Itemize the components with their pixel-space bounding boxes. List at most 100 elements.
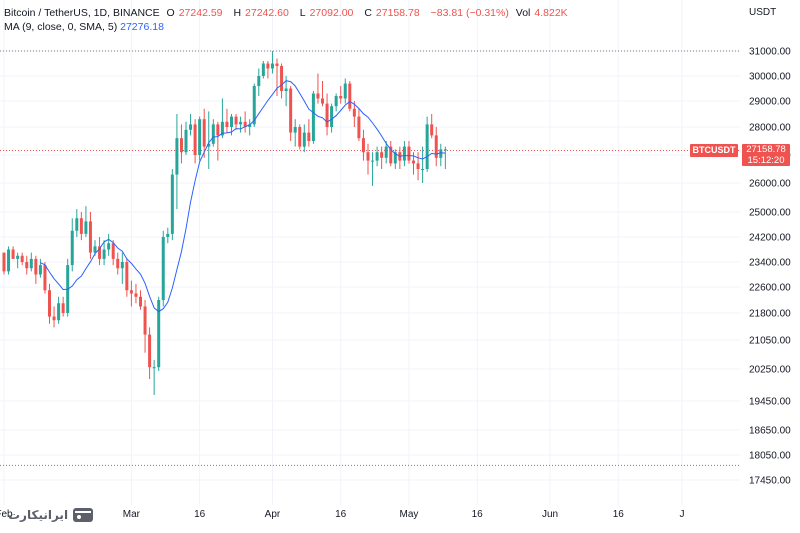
price-axis[interactable]: 17450.00 18050.00 18650.00 19450.00 20250.00…	[749, 47, 791, 487]
candle-body	[293, 127, 297, 133]
candle-body	[302, 132, 306, 147]
y-tick-label: 29000.00	[749, 97, 791, 108]
candle-body	[325, 103, 329, 127]
candle-body	[2, 252, 6, 272]
y-tick-label: 26000.00	[749, 179, 791, 190]
high-label: H	[233, 7, 242, 19]
candle-body	[16, 255, 20, 259]
open-label: O	[166, 7, 175, 19]
candle-body	[230, 116, 233, 127]
currency-label[interactable]: USDT	[749, 7, 777, 18]
candle-body	[425, 124, 429, 169]
ma-polyline	[40, 80, 446, 313]
candle-body	[311, 93, 315, 141]
candle-body	[52, 316, 56, 321]
candle-body	[284, 88, 288, 91]
candle-body	[407, 146, 411, 161]
candle-body	[261, 63, 265, 76]
y-tick-label: 18050.00	[749, 451, 791, 462]
candle-body	[402, 146, 406, 161]
candle-body	[352, 108, 356, 117]
y-tick-label: 28000.00	[749, 123, 791, 134]
x-tick-label: Apr	[265, 509, 281, 520]
y-tick-label: 22600.00	[749, 283, 791, 294]
candle-body	[239, 121, 243, 125]
candle-body	[111, 243, 115, 259]
candle-body	[348, 83, 352, 109]
candle-body	[339, 96, 343, 99]
candle-body	[157, 300, 161, 368]
x-tick-label: Mar	[123, 509, 141, 520]
ma-legend: MA (9, close, 0, SMA, 5) 27276.18	[4, 21, 164, 33]
candle-body	[416, 163, 420, 169]
candle-body	[434, 135, 438, 158]
candle-body	[430, 124, 434, 136]
candle-body	[57, 303, 61, 321]
candle-body	[371, 160, 375, 162]
open-value: 27242.59	[178, 7, 223, 19]
candles	[2, 51, 447, 395]
high-value: 27242.60	[245, 7, 289, 19]
candle-body	[43, 265, 47, 291]
y-tick-label: 23400.00	[749, 258, 791, 269]
x-tick-label: 16	[335, 509, 347, 520]
candle-body	[252, 86, 256, 125]
candle-body	[116, 258, 120, 269]
candle-body	[334, 96, 338, 107]
candle-body	[11, 249, 15, 259]
candle-body	[61, 303, 65, 313]
y-tick-label: 19450.00	[749, 397, 791, 408]
candle-body	[211, 124, 215, 144]
symbol-title[interactable]: Bitcoin / TetherUS, 1D, BINANCE	[4, 7, 160, 19]
candle-body	[129, 290, 133, 294]
ma-label[interactable]: MA (9, close, 0, SMA, 5)	[4, 21, 118, 33]
last-price-value: 27158.78	[746, 144, 786, 155]
candle-body	[102, 249, 106, 259]
candle-body	[189, 124, 193, 130]
x-tick-label: 16	[613, 509, 625, 520]
watermark-logo: ایرانیکارت	[8, 504, 94, 526]
y-tick-label: 21050.00	[749, 336, 791, 347]
moving-average-line	[40, 80, 446, 313]
card-logo-icon	[73, 508, 94, 522]
candle-body	[330, 106, 334, 127]
x-tick-label: Feb	[0, 509, 13, 520]
dotted-levels	[0, 50, 740, 466]
candle-body	[421, 169, 425, 170]
candle-body	[25, 262, 29, 269]
ma-value: 27276.18	[120, 21, 164, 33]
bar-countdown: 15:12:20	[747, 155, 785, 166]
time-axis[interactable]: Feb Mar 16 Apr 16 May 16 Jun 16 J	[0, 509, 684, 520]
candle-body	[384, 146, 388, 158]
candle-body	[357, 116, 361, 139]
candle-body	[143, 306, 147, 335]
candle-body	[298, 127, 302, 147]
low-value: 27092.00	[309, 7, 354, 19]
candle-body	[248, 124, 252, 127]
candle-body	[443, 149, 447, 151]
candle-body	[216, 124, 220, 136]
candle-body	[361, 138, 365, 153]
candle-body	[75, 218, 79, 231]
candle-body	[234, 116, 238, 125]
candle-body	[198, 119, 202, 155]
candle-body	[243, 121, 247, 127]
candle-body	[375, 152, 379, 161]
candle-body	[93, 246, 97, 253]
grid-lines	[0, 0, 740, 505]
candle-body	[316, 93, 320, 99]
close-value: 27158.78	[375, 7, 420, 19]
candle-body	[393, 152, 397, 164]
candle-body	[70, 230, 74, 266]
y-tick-label: 31000.00	[749, 47, 791, 58]
last-price-badge: 27158.78 15:12:20	[742, 144, 790, 166]
watermark-text: ایرانیکارت	[8, 508, 69, 522]
candle-body	[184, 129, 188, 153]
candle-body	[125, 262, 129, 291]
candle-body	[193, 124, 197, 155]
candle-body	[289, 88, 293, 133]
candle-body	[202, 119, 206, 147]
close-label: C	[364, 7, 372, 19]
candle-body	[389, 146, 393, 164]
